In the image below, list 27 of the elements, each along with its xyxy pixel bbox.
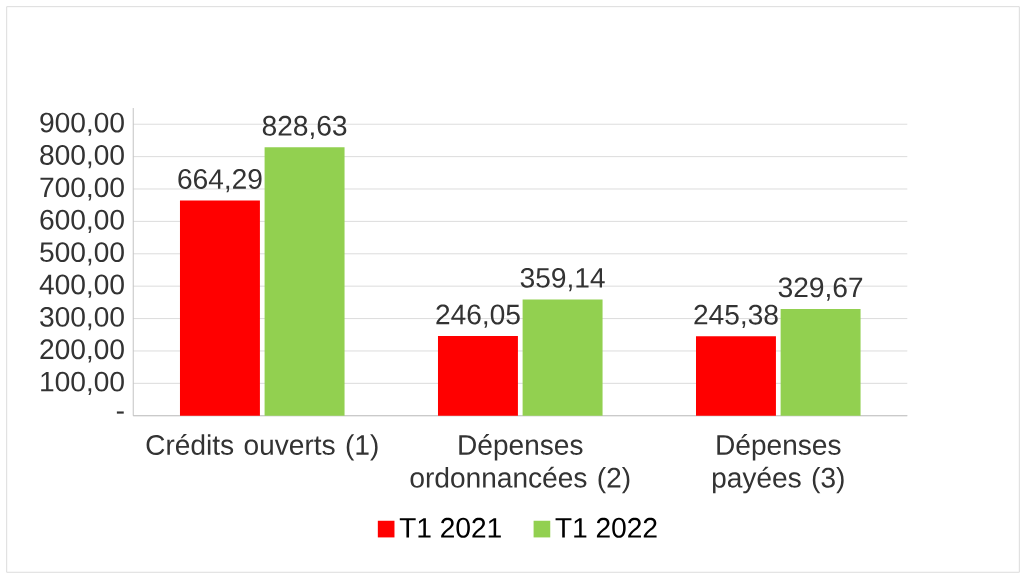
x-tick-label: Crédits ouverts (1) (146, 434, 378, 461)
y-tick-label: 200,00 (40, 339, 124, 363)
y-tick-label: 600,00 (40, 209, 124, 234)
y-tick-label: 300,00 (40, 306, 124, 331)
x-tick-label: Dépenses ordonnancées (2) (410, 434, 630, 494)
legend-label: T1 2022 (555, 517, 657, 538)
y-tick-label: 100,00 (41, 371, 124, 395)
y-tick-label: 500,00 (40, 242, 124, 266)
data-label: 664,29 (178, 169, 262, 193)
data-label: 245,38 (694, 304, 778, 328)
data-label: 246,05 (436, 304, 520, 328)
y-tick-label: 800,00 (40, 145, 124, 169)
bar (696, 336, 776, 416)
bar (437, 336, 518, 416)
bar (522, 299, 603, 416)
data-label: 329,67 (778, 277, 863, 301)
data-label: 359,14 (520, 267, 605, 292)
y-tick-label: - (116, 411, 124, 414)
legend-label: T1 2021 (399, 517, 501, 538)
y-tick-label: 900,00 (40, 112, 124, 136)
bar (179, 200, 260, 416)
y-tick-label: 700,00 (40, 177, 124, 201)
x-tick-label: Dépenses payées (3) (712, 434, 844, 494)
bar (264, 147, 345, 416)
data-label: 828,63 (262, 115, 347, 140)
y-tick-label: 400,00 (39, 274, 124, 298)
bar (780, 308, 861, 416)
